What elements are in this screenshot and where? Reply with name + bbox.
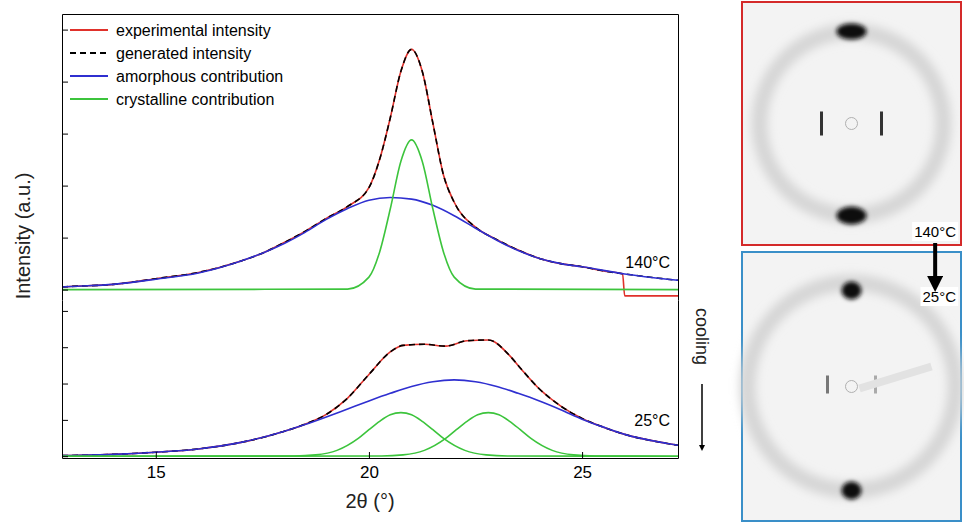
tick: [62, 238, 68, 239]
tick: 20: [360, 452, 379, 482]
series-line: [62, 380, 678, 456]
tick: [62, 420, 68, 421]
tick: [62, 82, 68, 83]
annotation: cooling: [692, 308, 712, 365]
tick-mark: [62, 30, 68, 31]
frame-right: [678, 15, 679, 301]
legend-label: generated intensity: [116, 45, 251, 62]
tick-mark: [62, 82, 68, 83]
series-line: [62, 198, 678, 287]
tick-mark: [156, 452, 157, 458]
tick: [62, 384, 68, 385]
tick: [62, 311, 68, 312]
x-axis: 15 20 25: [63, 452, 679, 482]
tick: [62, 30, 68, 31]
tick-mark: [62, 186, 68, 187]
reflection-spot: [842, 482, 862, 500]
legend: experimental intensity generated intensit…: [70, 22, 283, 108]
reflection-arc: [820, 112, 823, 136]
tick: [62, 456, 68, 457]
tick-label: 25: [573, 463, 592, 482]
reflection-spot: [837, 207, 867, 225]
legend-swatch: [70, 98, 108, 100]
series-line: [62, 413, 678, 457]
series-line: [62, 413, 678, 457]
axis-line: [62, 301, 63, 459]
tick-mark: [62, 347, 68, 348]
y-axis: [62, 301, 68, 459]
diffraction-image: [742, 2, 961, 245]
tick-mark: [62, 384, 68, 385]
legend-label: crystalline contribution: [116, 91, 274, 108]
panel-label: 140°C: [625, 254, 670, 271]
amorphous-halo: [748, 283, 956, 491]
tick-label: 20: [360, 463, 379, 482]
series-line: [62, 49, 678, 287]
beam-center: [846, 381, 858, 393]
axis-line: [678, 15, 679, 301]
tick-mark: [62, 420, 68, 421]
amorphous-halo: [760, 32, 944, 216]
image-label: 140°C: [914, 223, 956, 240]
x-axis-title: 2θ (°): [345, 490, 394, 512]
series-line: [62, 340, 678, 456]
legend-swatch: [70, 29, 108, 31]
reflection-spot: [842, 282, 862, 300]
tick-label: 15: [147, 463, 166, 482]
image-label: 25°C: [922, 288, 956, 305]
tick-mark: [62, 134, 68, 135]
tick-mark: [369, 452, 370, 458]
annotation-arrow: [701, 384, 703, 448]
legend-label: amorphous contribution: [116, 68, 283, 85]
tick: 25: [573, 452, 592, 482]
tick-mark: [62, 456, 68, 457]
tick-mark: [62, 290, 68, 291]
tick: 15: [147, 452, 166, 482]
panel-label: 25°C: [634, 412, 670, 429]
legend-label: experimental intensity: [116, 22, 271, 39]
figure: 140°C Intensity (a.u.) experimental intens…: [0, 0, 964, 523]
axis-line: [62, 15, 63, 301]
series-line: [62, 340, 678, 456]
series-line: [62, 49, 678, 295]
label-patch: [920, 287, 958, 306]
tick: [62, 134, 68, 135]
beam-center: [846, 118, 858, 130]
reflection-arc: [826, 376, 829, 394]
reflection-arc: [880, 112, 883, 136]
y-axis: [62, 15, 68, 301]
legend-swatch: [70, 52, 108, 54]
axis-line: [63, 14, 679, 15]
plot-area: [62, 49, 678, 295]
image-frame: [742, 252, 961, 521]
plot-area: [62, 340, 678, 456]
series-line: [62, 140, 678, 290]
diffraction-image: [742, 252, 961, 521]
tick: [62, 347, 68, 348]
frame-right: [678, 301, 679, 459]
y-axis-title: Intensity (a.u.): [12, 173, 34, 300]
tick-mark: [62, 311, 68, 312]
frame-top: [63, 14, 679, 15]
tick-mark: [582, 452, 583, 458]
axis-line: [678, 301, 679, 459]
beam-stop: [860, 367, 932, 389]
label-patch: [912, 222, 958, 241]
axis-line: [63, 458, 679, 459]
reflection-spot: [837, 24, 867, 40]
transition-arrow: [933, 243, 937, 284]
tick-mark: [62, 238, 68, 239]
image-frame: [742, 2, 961, 245]
tick: [62, 186, 68, 187]
tick: [62, 290, 68, 291]
legend-swatch: [70, 75, 108, 77]
